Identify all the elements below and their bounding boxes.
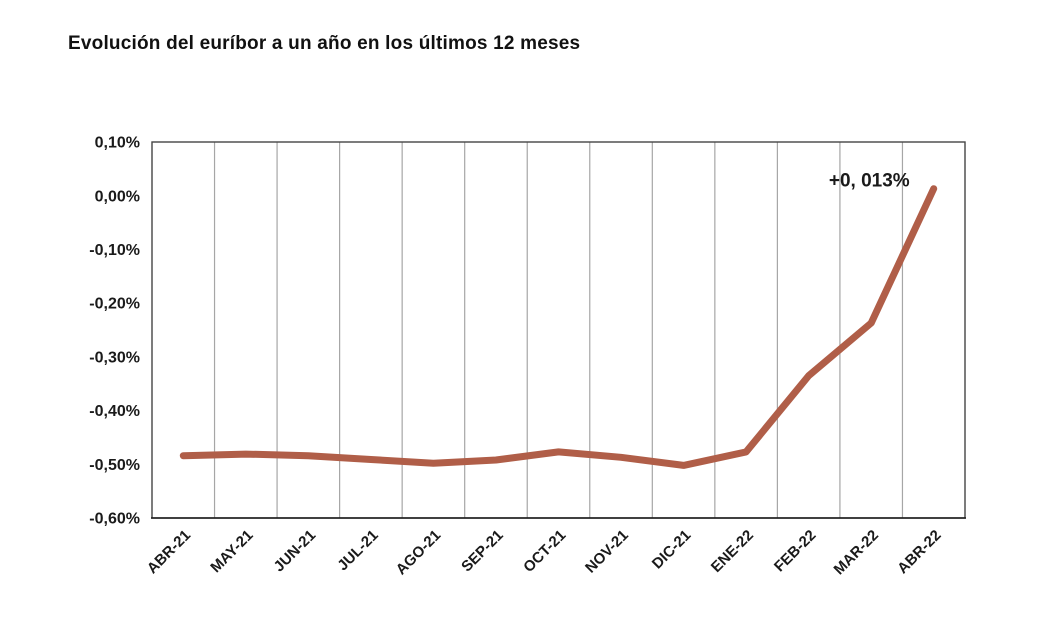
x-axis-tick-label: MAY-21: [207, 527, 256, 576]
y-axis-tick-label: -0,30%: [89, 349, 140, 366]
ytick-labels-group: 0,10% 0,00% -0,10% -0,20% -0,30% -0,40% -0,50%…: [89, 135, 140, 528]
plot-border: [151, 141, 966, 519]
x-axis-tick-label: ABR-22: [894, 527, 944, 577]
y-axis-tick-label: -0,40%: [89, 403, 140, 420]
x-axis-tick-label: DIC-21: [649, 527, 695, 573]
xtick-labels-group: ABR-21 MAY-21 JUN-21 JUL-21 AGO-21 SEP-21 OCT-…: [144, 527, 945, 579]
y-axis-tick-label: -0,20%: [89, 296, 140, 313]
x-axis-tick-label: SEP-21: [458, 527, 507, 576]
x-axis-tick-label: NOV-21: [582, 527, 632, 577]
y-axis-tick-label: -0,50%: [89, 457, 140, 474]
x-axis-tick-label: ENE-22: [708, 527, 757, 576]
last-value-annotation: +0, 013%: [829, 171, 910, 192]
y-axis-tick-label: -0,60%: [89, 511, 140, 528]
y-axis-tick-label: 0,10%: [95, 135, 140, 152]
annotation-group: +0, 013%: [829, 171, 910, 192]
x-axis-tick-label: OCT-21: [520, 527, 569, 576]
x-axis-tick-label: JUN-21: [271, 527, 320, 576]
x-axis-tick-label: FEB-22: [771, 527, 820, 576]
x-axis-tick-label: JUL-21: [334, 527, 381, 574]
gridlines-group: [213, 142, 904, 518]
y-axis-tick-label: 0,00%: [95, 188, 140, 205]
y-axis-tick-label: -0,10%: [89, 242, 140, 259]
x-axis-tick-label: MAR-22: [831, 527, 883, 579]
series-group: [179, 185, 938, 469]
euribor-series-line: [179, 185, 938, 469]
plot-border-group: [151, 141, 966, 519]
chart-title: Evolución del euríbor a un año en los úl…: [68, 33, 581, 54]
x-axis-tick-label: AGO-21: [393, 527, 445, 579]
x-axis-tick-label: ABR-21: [144, 527, 194, 577]
